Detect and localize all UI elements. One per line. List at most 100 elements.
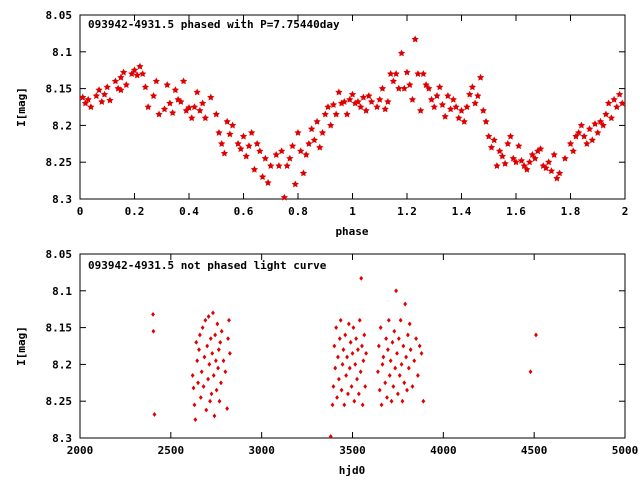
x-tick-label: 3000 — [248, 444, 275, 457]
data-point — [517, 156, 526, 164]
data-point — [361, 358, 366, 364]
data-point — [347, 365, 352, 371]
x-tick-label: 1 — [349, 205, 356, 218]
data-point — [209, 391, 214, 397]
data-point — [399, 362, 404, 367]
data-point — [95, 86, 103, 94]
data-point — [482, 117, 490, 125]
data-point — [414, 70, 422, 77]
data-point — [207, 93, 215, 101]
data-point — [474, 92, 482, 100]
x-tick-label: 0.6 — [234, 205, 254, 218]
data-point — [575, 128, 583, 136]
data-point — [536, 145, 545, 153]
data-point — [572, 132, 580, 140]
data-point — [421, 398, 426, 404]
data-point — [402, 380, 407, 386]
data-point — [490, 136, 498, 144]
y-tick-label: 8.1 — [52, 46, 72, 59]
data-point — [422, 81, 430, 88]
data-point — [192, 402, 197, 408]
data-point — [237, 145, 245, 153]
x-tick-label: 0.2 — [125, 205, 145, 218]
data-point — [345, 354, 349, 360]
data-point — [340, 98, 348, 105]
data-point — [452, 103, 460, 111]
y-tick-label: 8.1 — [52, 285, 72, 298]
data-point — [427, 95, 436, 103]
data-point — [318, 128, 327, 136]
data-point — [526, 158, 534, 166]
data-point — [117, 86, 125, 94]
data-point — [496, 147, 504, 155]
data-point — [407, 321, 412, 327]
data-point — [386, 347, 390, 353]
data-point — [291, 180, 299, 188]
data-point — [605, 99, 613, 107]
data-point — [352, 398, 357, 404]
y-tick-label: 8.3 — [52, 193, 72, 206]
data-point — [179, 77, 188, 85]
x-tick-label: 2 — [622, 205, 629, 218]
data-point — [201, 114, 209, 122]
data-point — [509, 154, 517, 162]
tick-group-top: 0 0.2 0.4 0.6 0.8 1 1.2 1.4 1.6 1.8 2 8.05 8.1 8.15 8.… — [46, 9, 629, 218]
data-point — [177, 98, 185, 105]
data-point — [211, 310, 215, 316]
data-point — [171, 86, 179, 94]
data-point — [333, 365, 338, 371]
data-point — [202, 354, 207, 360]
data-point — [523, 165, 531, 173]
data-point — [218, 339, 223, 345]
data-point — [354, 98, 362, 105]
data-point — [408, 347, 413, 353]
data-point — [436, 83, 444, 91]
data-point — [394, 288, 399, 294]
data-point — [577, 121, 586, 129]
data-point — [130, 66, 139, 74]
x-tick-label: 1.2 — [397, 205, 417, 218]
data-point — [343, 110, 351, 118]
data-point — [373, 103, 381, 111]
plot-frame-top — [79, 14, 626, 200]
data-point — [213, 332, 218, 338]
data-point — [208, 398, 212, 404]
data-point — [411, 35, 419, 43]
data-point — [384, 336, 389, 342]
data-point — [384, 98, 392, 105]
x-tick-label: 4500 — [521, 444, 548, 457]
data-point — [199, 369, 204, 375]
data-point — [415, 373, 420, 378]
data-point — [386, 317, 391, 323]
data-point — [182, 106, 190, 114]
data-point — [200, 325, 205, 330]
data-point — [356, 347, 360, 353]
data-point — [515, 142, 523, 150]
data-point — [215, 321, 220, 327]
data-point — [542, 164, 550, 172]
data-point — [400, 398, 405, 404]
data-point — [321, 110, 329, 118]
data-point — [122, 81, 130, 88]
data-point — [196, 380, 201, 386]
data-point — [365, 92, 373, 100]
data-point — [479, 106, 487, 114]
data-point — [185, 103, 193, 111]
data-point — [335, 395, 339, 400]
data-point — [204, 407, 209, 413]
data-point — [596, 117, 605, 125]
data-point — [133, 71, 141, 79]
data-point — [227, 317, 231, 323]
data-point — [299, 169, 308, 177]
data-point — [344, 373, 349, 378]
y-tick-label: 8.15 — [46, 83, 73, 96]
data-point — [380, 362, 385, 367]
data-point — [193, 417, 198, 422]
data-point — [618, 99, 626, 107]
data-point — [349, 384, 354, 389]
data-point — [350, 350, 355, 356]
data-point — [594, 128, 602, 136]
x-tick-label: 0.8 — [288, 205, 308, 218]
data-point — [190, 103, 199, 111]
